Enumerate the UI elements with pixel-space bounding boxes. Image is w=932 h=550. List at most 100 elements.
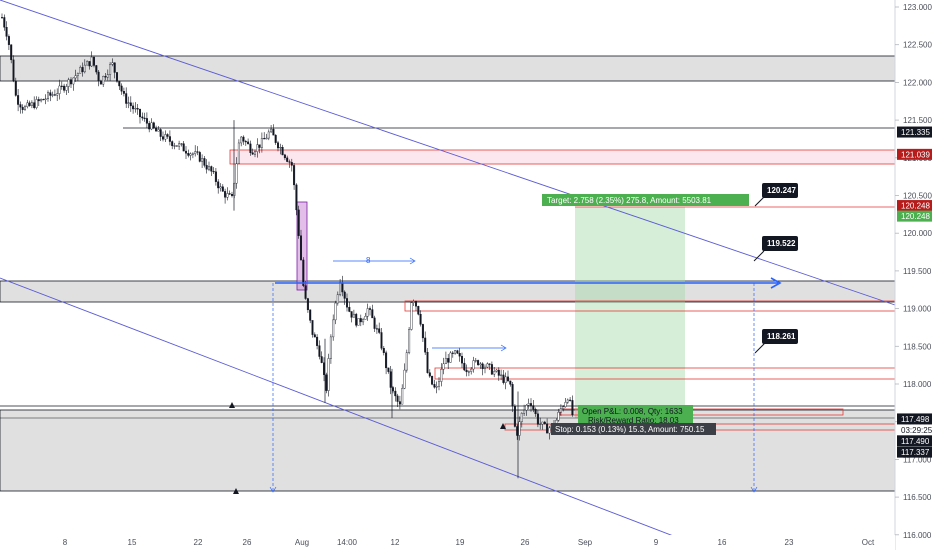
candle-body xyxy=(86,61,89,66)
x-tick-label: 26 xyxy=(243,538,252,547)
x-tick-label: Sep xyxy=(578,538,593,547)
price-label: 117.337 xyxy=(901,448,930,457)
range-measure-arrowhead-2 xyxy=(500,344,507,352)
candle-body xyxy=(355,313,358,326)
candle-body xyxy=(249,143,252,153)
candle-body xyxy=(74,75,77,79)
candle-body xyxy=(164,134,167,140)
gray-zones xyxy=(0,55,896,492)
candle-body xyxy=(272,128,275,136)
trendline-lower xyxy=(0,277,711,550)
candle-body xyxy=(385,352,388,369)
supply-zone-top xyxy=(0,55,896,82)
candle-body xyxy=(30,102,33,106)
candle-body xyxy=(111,62,114,65)
target-label-bg xyxy=(542,194,749,206)
candle-body xyxy=(187,153,190,156)
candle-body xyxy=(212,171,215,173)
candle-body xyxy=(21,106,24,110)
candle-body xyxy=(10,44,13,61)
candle-body xyxy=(194,151,197,155)
time-axis-background[interactable] xyxy=(0,535,895,550)
candle-body xyxy=(364,316,367,320)
candle-body xyxy=(286,157,289,162)
candle-body xyxy=(454,350,457,354)
candle-body xyxy=(72,77,75,85)
candle-body xyxy=(150,122,153,130)
candle-body xyxy=(125,93,128,104)
trend-channel xyxy=(0,0,896,550)
candle-body xyxy=(81,67,84,73)
candle-body xyxy=(244,141,247,143)
candle-body xyxy=(56,93,59,96)
candle-body xyxy=(435,386,438,388)
candle-body xyxy=(26,102,29,107)
candle-body xyxy=(438,381,441,387)
price-label-bg xyxy=(897,148,932,160)
candle-body xyxy=(559,408,562,413)
price-label: 121.335 xyxy=(901,128,930,137)
candle-body xyxy=(311,320,314,335)
candle-body xyxy=(166,134,169,137)
candle-body xyxy=(219,186,222,189)
candle-body xyxy=(120,85,123,92)
candle-body xyxy=(196,151,199,153)
price-axis-background[interactable] xyxy=(895,0,932,550)
candle-body xyxy=(520,412,523,422)
candle-body xyxy=(44,98,47,100)
candle-body xyxy=(251,152,254,155)
resistance-box-121 xyxy=(229,149,896,165)
candle-body xyxy=(28,102,31,106)
x-tick-label: Aug xyxy=(295,538,309,547)
candle-body xyxy=(300,235,303,261)
candle-body xyxy=(274,134,277,143)
candle-body xyxy=(90,56,93,67)
candle-body xyxy=(461,356,464,364)
x-tick-label: 15 xyxy=(128,538,137,547)
candle-body xyxy=(97,71,100,82)
candle-body xyxy=(481,363,484,370)
range-zone-middle xyxy=(0,280,896,303)
candle-body xyxy=(534,409,537,415)
candle-body xyxy=(442,363,445,370)
price-label-bg xyxy=(897,446,932,458)
candle-body xyxy=(221,186,224,192)
candle-body xyxy=(426,352,429,373)
demand-zone-bottom xyxy=(0,409,896,492)
candle-body xyxy=(346,298,349,308)
x-tick-label: 9 xyxy=(654,538,659,547)
stop-label-bg xyxy=(551,423,716,435)
candle-body xyxy=(532,405,535,410)
candle-body xyxy=(509,380,512,385)
stop-label-box: Stop: 0.153 (0.13%) 15.3, Amount: 750.15 xyxy=(551,423,716,435)
candle-body xyxy=(412,301,415,303)
x-tick-label: Oct xyxy=(862,538,875,547)
price-label: 120.248 xyxy=(901,202,930,211)
candle-body xyxy=(530,403,533,406)
x-tick-label: 16 xyxy=(718,538,727,547)
x-tick-label: 14:00 xyxy=(337,538,358,547)
callout-120-247-bg xyxy=(762,183,798,198)
candle-body xyxy=(237,142,240,165)
candle-body xyxy=(270,128,273,133)
y-tick-label: 118.000 xyxy=(903,380,932,389)
horizontal-levels xyxy=(0,127,895,419)
price-label: 03:29:25 xyxy=(901,426,932,435)
candle-body xyxy=(7,36,10,45)
callout-118-261-pointer xyxy=(754,342,766,354)
candle-body xyxy=(410,302,413,330)
candle-body xyxy=(263,138,266,140)
candle-body xyxy=(504,376,507,383)
candle-body xyxy=(173,145,176,147)
target-label-box: Target: 2.758 (2.35%) 275.8, Amount: 550… xyxy=(542,194,749,206)
candle-body xyxy=(309,309,312,321)
triangle-marker-2 xyxy=(233,488,239,494)
candle-body xyxy=(341,282,344,293)
candle-body xyxy=(339,282,342,295)
candle-body xyxy=(148,123,151,130)
callout-120-247: 120.247 xyxy=(754,183,798,207)
candle-body xyxy=(295,184,298,211)
price-label: 121.039 xyxy=(901,150,930,159)
price-label-bg xyxy=(897,126,932,138)
